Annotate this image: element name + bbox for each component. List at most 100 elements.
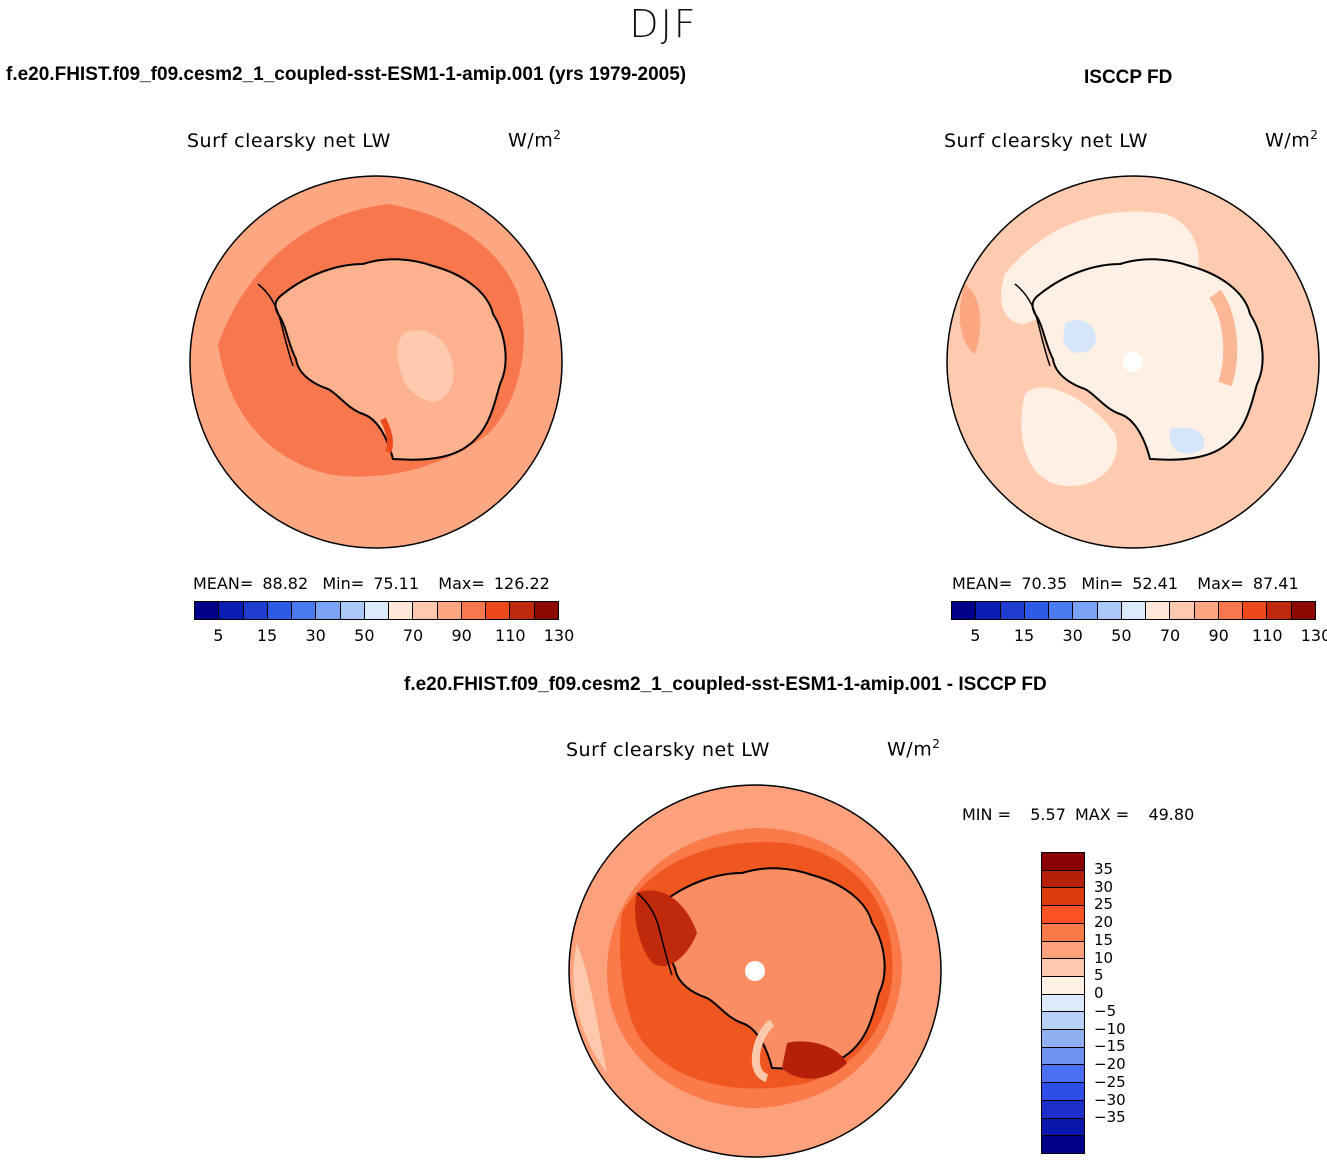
obs-pole-hole <box>1123 352 1143 372</box>
obs-colorbar-swatch <box>952 602 977 619</box>
diff-peninsula <box>636 892 673 976</box>
model-colorbar-swatch <box>292 602 317 619</box>
diff-colorbar-swatch <box>1042 959 1084 977</box>
model-colorbar-tick-label: 90 <box>451 626 472 645</box>
model-colorbar-swatch <box>437 602 462 619</box>
model-colorbar-swatch <box>461 602 487 619</box>
obs-case-title: ISCCP FD <box>1084 67 1173 88</box>
diff-light-streak <box>751 1019 775 1082</box>
model-colorbar-swatch <box>364 602 390 619</box>
diff-case-title: f.e20.FHIST.f09_f09.cesm2_1_coupled-sst-… <box>404 674 1047 695</box>
obs-colorbar-swatch <box>1097 602 1122 619</box>
diff-colorbar-swatch <box>1042 994 1084 1013</box>
obs-colorbar-swatch <box>976 602 1001 619</box>
obs-polar-map <box>946 175 1320 549</box>
model-colorbar-swatch <box>486 602 511 619</box>
model-colorbar-tick-label: 5 <box>213 626 224 645</box>
model-colorbar-swatch <box>316 602 341 619</box>
obs-colorbar-tick-label: 50 <box>1111 626 1132 645</box>
diff-colorbar-swatch <box>1042 1083 1084 1101</box>
model-colorbar-tick-label: 130 <box>543 626 575 645</box>
diff-pole-hole <box>745 961 765 981</box>
model-ross-hotspot <box>380 417 394 454</box>
obs-colorbar-tick-label: 30 <box>1062 626 1083 645</box>
model-colorbar-swatch <box>267 602 293 619</box>
diff-colorbar-swatch <box>1042 1118 1084 1137</box>
diff-colorbar-tick-label: 25 <box>1094 895 1114 914</box>
model-colorbar-tick-label: 110 <box>495 626 526 645</box>
diff-colorbar-swatch <box>1042 1047 1084 1066</box>
diff-colorbar-swatch <box>1042 923 1084 942</box>
obs-colorbar-tick-label: 130 <box>1300 626 1327 645</box>
diff-colorbar-tick-label: 35 <box>1094 859 1114 878</box>
diff-colorbar-tick-label: 10 <box>1094 948 1114 967</box>
season-title: DJF <box>629 2 698 46</box>
obs-colorbar-tick-label: 110 <box>1252 626 1283 645</box>
diff-polar-map <box>568 784 942 1158</box>
diff-colorbar-tick-label: 15 <box>1094 930 1114 949</box>
diff-colorbar-ticks: 35 30 25 20 15 10 5 0 −5 −10 −15 −20 −25 −30 −35 <box>1094 852 1154 1154</box>
obs-stats: MEAN= 70.35 Min= 52.41 Max= 87.41 <box>952 574 1299 593</box>
diff-colorbar-tick-label: 0 <box>1094 984 1104 1003</box>
model-stats: MEAN= 88.82 Min= 75.11 Max= 126.22 <box>193 574 550 593</box>
obs-colorbar-swatch <box>1024 602 1050 619</box>
obs-colorbar-swatch <box>1218 602 1244 619</box>
obs-antarctica-outline <box>1031 258 1264 461</box>
diff-colorbar-swatch <box>1042 1065 1084 1084</box>
model-inner-plateau <box>397 330 454 402</box>
diff-colorbar-swatch <box>1042 1136 1084 1153</box>
diff-map-border <box>568 784 942 1158</box>
diff-stats: MIN = 5.57 MAX = 49.80 <box>962 805 1195 824</box>
diff-colorbar-swatch <box>1042 888 1084 907</box>
obs-colorbar-tick-label: 90 <box>1208 626 1229 645</box>
obs-colorbar-swatch <box>1073 602 1098 619</box>
model-colorbar-swatch <box>413 602 438 619</box>
diff-colorbar-swatch <box>1042 906 1084 924</box>
model-colorbar-tick-label: 50 <box>354 626 375 645</box>
obs-colorbar-swatch <box>1170 602 1195 619</box>
obs-west-band <box>959 284 981 354</box>
obs-map-border <box>946 175 1320 549</box>
model-map-label: Surf clearsky net LW <box>187 130 391 152</box>
diff-colorbar-tick-label: −5 <box>1094 1001 1117 1020</box>
diff-colorbar-tick-label: 30 <box>1094 877 1114 896</box>
model-colorbar <box>194 601 559 620</box>
obs-colorbar-swatch <box>1000 602 1025 619</box>
obs-colorbar-ticks: 5 15 30 50 70 90 110 130 <box>951 626 1327 646</box>
diff-colorbar-swatch <box>1042 976 1084 995</box>
diff-colorbar-tick-label: −25 <box>1094 1072 1126 1091</box>
diff-colorbar-swatch <box>1042 853 1084 871</box>
obs-colorbar-tick-label: 15 <box>1013 626 1035 645</box>
diff-map-label: Surf clearsky net LW <box>566 739 770 761</box>
obs-colorbar-swatch <box>1194 602 1219 619</box>
diff-ross-hotspot <box>782 1041 847 1079</box>
model-colorbar-tick-label: 30 <box>305 626 326 645</box>
diff-colorbar-swatch <box>1042 941 1084 960</box>
obs-colorbar-swatch <box>1121 602 1147 619</box>
diff-west-light-band <box>573 943 607 1073</box>
obs-east-band <box>1209 289 1238 387</box>
model-colorbar-tick-label: 15 <box>256 626 278 645</box>
model-colorbar-tick-label: 70 <box>402 626 424 645</box>
obs-colorbar-swatch <box>1291 602 1315 619</box>
model-case-title: f.e20.FHIST.f09_f09.cesm2_1_coupled-sst-… <box>6 64 687 85</box>
obs-colorbar-swatch <box>1243 602 1268 619</box>
diff-units: W/m2 <box>887 737 941 761</box>
model-map-border <box>189 175 563 549</box>
model-colorbar-swatch <box>340 602 365 619</box>
model-colorbar-swatch <box>534 602 558 619</box>
diff-colorbar-swatch <box>1042 870 1084 889</box>
model-polar-map <box>189 175 563 549</box>
obs-colorbar-tick-label: 70 <box>1159 626 1181 645</box>
obs-blue-patch-2 <box>1169 427 1205 454</box>
diff-colorbar-tick-label: −15 <box>1094 1037 1126 1056</box>
obs-colorbar-swatch <box>1267 602 1292 619</box>
diff-colorbar <box>1041 852 1085 1154</box>
diff-colorbar-tick-label: −35 <box>1094 1108 1126 1127</box>
model-units: W/m2 <box>508 128 562 152</box>
obs-map-label: Surf clearsky net LW <box>944 130 1148 152</box>
model-antarctica-outline <box>274 258 507 461</box>
diff-colorbar-tick-label: 5 <box>1094 966 1104 985</box>
diff-colorbar-tick-label: −10 <box>1094 1019 1126 1038</box>
model-colorbar-ticks: 5 15 30 50 70 90 110 130 <box>194 626 574 646</box>
